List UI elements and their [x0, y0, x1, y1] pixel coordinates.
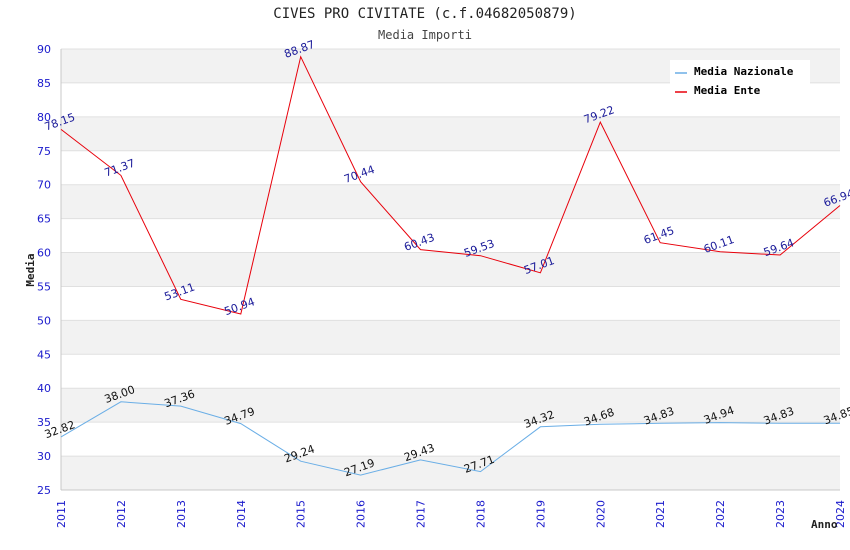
- series-line-media-nazionale: [60, 401, 841, 476]
- legend-label-media-ente: Media Ente: [694, 84, 761, 97]
- x-tick-label: 2014: [235, 500, 248, 528]
- legend: Media Nazionale Media Ente: [670, 60, 810, 102]
- plot-band: [61, 184, 840, 219]
- axes: [60, 49, 840, 491]
- plot-band: [61, 422, 840, 457]
- series-lines: [60, 55, 841, 476]
- plot-band: [61, 116, 840, 151]
- x-tick-label: 2019: [534, 500, 547, 528]
- y-tick-label: 75: [37, 145, 51, 158]
- plot-background-bands: [61, 49, 840, 490]
- y-tick-label: 90: [37, 43, 51, 56]
- x-tick-label: 2021: [654, 500, 667, 528]
- plot-band: [61, 320, 840, 355]
- x-tick-label: 2013: [175, 500, 188, 528]
- y-tick-label: 25: [37, 484, 51, 497]
- y-tick-label: 30: [37, 450, 51, 463]
- x-tick-label: 2012: [115, 500, 128, 528]
- y-tick-label: 65: [37, 213, 51, 226]
- x-tick-labels: 2011 2012 2013 2014 2015 2016 2017 2018 2019 2020…: [55, 500, 847, 528]
- x-tick-label: 2015: [295, 500, 308, 528]
- series-line-media-ente: [60, 55, 841, 315]
- y-tick-label: 40: [37, 382, 51, 395]
- x-tick-label: 2020: [594, 500, 607, 528]
- y-tick-label: 80: [37, 111, 51, 124]
- plot-band: [61, 354, 840, 389]
- y-tick-labels: 25 30 35 40 45 50 55 60 65 70 75 80 85 90: [37, 43, 51, 497]
- x-tick-label: 2016: [355, 500, 368, 528]
- x-tick-label: 2024: [834, 500, 847, 528]
- chart-subtitle: Media Importi: [378, 28, 472, 42]
- gridlines: [61, 48, 840, 491]
- y-tick-label: 70: [37, 179, 51, 192]
- y-tick-label: 45: [37, 348, 51, 361]
- x-tick-label: 2018: [474, 500, 487, 528]
- plot-band: [61, 150, 840, 185]
- x-tick-label: 2011: [55, 500, 68, 528]
- legend-label-media-nazionale: Media Nazionale: [694, 65, 794, 78]
- plot-band: [61, 286, 840, 321]
- chart-title: CIVES PRO CIVITATE (c.f.04682050879): [273, 6, 576, 22]
- plot-band: [61, 252, 840, 287]
- y-axis-label: Media: [24, 253, 37, 286]
- y-tick-label: 35: [37, 416, 51, 429]
- plot-band: [61, 388, 840, 423]
- x-tick-label: 2017: [415, 500, 428, 528]
- plot-band: [61, 456, 840, 490]
- plot-band: [61, 218, 840, 253]
- x-tick-label: 2023: [774, 500, 787, 528]
- legend-box: [670, 60, 810, 102]
- y-tick-label: 50: [37, 314, 51, 327]
- y-tick-label: 55: [37, 280, 51, 293]
- y-tick-label: 60: [37, 247, 51, 260]
- y-tick-label: 85: [37, 77, 51, 90]
- x-tick-label: 2022: [714, 500, 727, 528]
- x-axis-label: Anno: [811, 518, 838, 531]
